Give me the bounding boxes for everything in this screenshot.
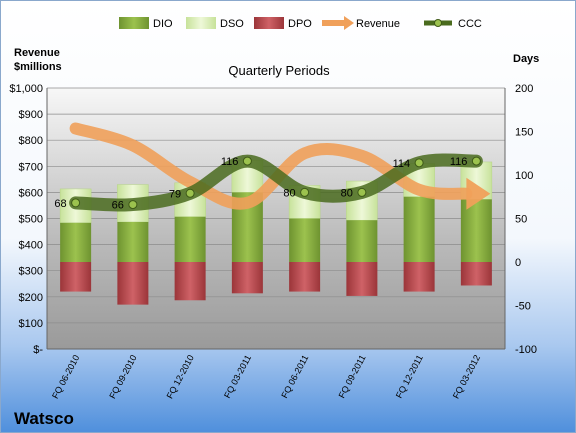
legend-swatch-dpo bbox=[254, 17, 284, 29]
dio-bar-6 bbox=[403, 196, 435, 262]
chart-title: Quarterly Periods bbox=[228, 63, 330, 78]
revenue-arrowhead bbox=[466, 177, 491, 210]
ccc-data-label-2: 79 bbox=[169, 188, 181, 200]
legend-label-dpo: DPO bbox=[288, 18, 312, 30]
ccc-data-label-6: 114 bbox=[393, 158, 411, 170]
right-tick-label-0: -100 bbox=[515, 344, 537, 356]
legend: DIO DSO DPO Revenue CCC bbox=[119, 16, 482, 30]
ccc-point-5 bbox=[357, 187, 367, 197]
bars-layer bbox=[59, 159, 493, 305]
dpo-bar-3 bbox=[231, 262, 263, 294]
ccc-point-7 bbox=[471, 156, 481, 166]
ccc-data-label-0: 68 bbox=[54, 198, 66, 210]
legend-label-revenue: Revenue bbox=[356, 18, 400, 30]
legend-swatch-dio bbox=[119, 17, 149, 29]
dpo-bar-7 bbox=[460, 262, 492, 286]
dio-bar-7 bbox=[460, 199, 492, 262]
ccc-point-4 bbox=[300, 187, 310, 197]
left-tick-label-7: $700 bbox=[19, 161, 43, 173]
ccc-data-label-4: 80 bbox=[283, 187, 295, 199]
dpo-bar-5 bbox=[346, 262, 378, 296]
left-axis-label-line1: Revenue bbox=[14, 47, 60, 59]
ccc-point-1 bbox=[128, 200, 138, 210]
legend-swatch-revenue-arrow bbox=[344, 16, 354, 30]
ccc-point-2 bbox=[185, 188, 195, 198]
ccc-data-label-1: 66 bbox=[112, 200, 124, 212]
ccc-point-0 bbox=[71, 198, 81, 208]
right-axis-label: Days bbox=[513, 53, 539, 65]
right-tick-label-1: -50 bbox=[515, 301, 531, 313]
legend-swatch-ccc-marker bbox=[434, 19, 442, 27]
right-tick-label-6: 200 bbox=[515, 83, 533, 95]
dpo-bar-0 bbox=[60, 262, 92, 292]
dio-bar-2 bbox=[174, 216, 206, 262]
ccc-point-6 bbox=[414, 158, 424, 168]
company-name: Watsco bbox=[14, 409, 74, 428]
ccc-data-label-5: 80 bbox=[341, 187, 353, 199]
left-tick-label-1: $100 bbox=[19, 318, 43, 330]
left-tick-label-0: $- bbox=[33, 344, 43, 356]
right-tick-label-2: 0 bbox=[515, 257, 521, 269]
dio-bar-4 bbox=[289, 218, 321, 262]
left-tick-label-6: $600 bbox=[19, 187, 43, 199]
right-tick-label-4: 100 bbox=[515, 170, 533, 182]
right-tick-label-3: 50 bbox=[515, 214, 527, 226]
legend-label-ccc: CCC bbox=[458, 18, 482, 30]
left-tick-label-2: $200 bbox=[19, 292, 43, 304]
legend-label-dso: DSO bbox=[220, 18, 244, 30]
dpo-bar-1 bbox=[117, 262, 149, 305]
ccc-line bbox=[69, 153, 483, 212]
dio-bar-5 bbox=[346, 220, 378, 262]
lines-layer: 68 66 79 116 80 80 114 116 bbox=[54, 122, 491, 212]
left-tick-label-5: $500 bbox=[19, 214, 43, 226]
dpo-bar-4 bbox=[289, 262, 321, 292]
ccc-data-label-7: 116 bbox=[450, 156, 468, 168]
left-tick-label-4: $400 bbox=[19, 240, 43, 252]
ccc-data-label-3: 116 bbox=[221, 156, 239, 168]
dio-bar-1 bbox=[117, 221, 149, 262]
legend-label-dio: DIO bbox=[153, 18, 173, 30]
legend-swatch-dso bbox=[186, 17, 216, 29]
ccc-point-3 bbox=[242, 156, 252, 166]
left-tick-label-10: $1,000 bbox=[9, 83, 43, 95]
revenue-line bbox=[69, 122, 473, 210]
left-tick-label-8: $800 bbox=[19, 135, 43, 147]
left-tick-label-9: $900 bbox=[19, 109, 43, 121]
dio-bar-0 bbox=[60, 222, 92, 262]
dpo-bar-2 bbox=[174, 262, 206, 301]
left-axis-label-line2: $millions bbox=[14, 61, 62, 73]
left-tick-label-3: $300 bbox=[19, 266, 43, 278]
right-tick-label-5: 150 bbox=[515, 127, 533, 139]
dpo-bar-6 bbox=[403, 262, 435, 292]
